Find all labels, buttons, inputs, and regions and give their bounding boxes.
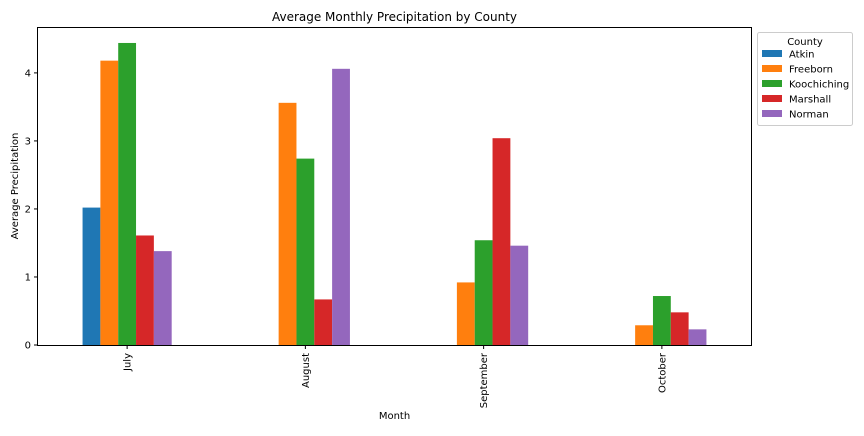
legend-label-marshall: Marshall [789, 95, 831, 106]
bar-norman-july [153, 251, 172, 345]
bars-layer [82, 42, 707, 346]
x-tick-label: September [479, 352, 490, 408]
bar-norman-august [332, 68, 350, 345]
legend-label-atkin: Atkin [789, 50, 815, 61]
y-tick-label: 3 [25, 136, 31, 147]
y-tick-label: 2 [25, 204, 31, 215]
plot-frame [37, 27, 752, 346]
y-tick-label: 0 [25, 341, 31, 352]
bar-freeborn-september [456, 282, 475, 345]
y-axis: 0 1 2 3 4 [25, 68, 38, 352]
x-axis: July August September October [123, 345, 668, 408]
legend-label-norman: Norman [789, 110, 829, 121]
y-tick-label: 1 [25, 272, 31, 283]
legend-swatch-norman [762, 110, 782, 117]
bar-marshall-september [492, 138, 511, 345]
legend-label-freeborn: Freeborn [789, 65, 833, 76]
bar-marshall-october [670, 312, 689, 345]
x-tick-label: July [123, 353, 134, 372]
bar-freeborn-july [100, 60, 119, 346]
bar-koochiching-october [652, 296, 671, 345]
legend: County Atkin Freeborn Koochiching Marshall N… [757, 32, 853, 126]
x-tick-label: October [657, 352, 668, 393]
legend-swatch-freeborn [762, 65, 782, 72]
legend-swatch-marshall [762, 95, 782, 102]
bar-marshall-august [314, 299, 333, 345]
legend-title: County [787, 37, 823, 48]
chart-title: Average Monthly Precipitation by County [272, 10, 517, 24]
bar-marshall-july [136, 235, 154, 345]
y-axis-title: Average Precipitation [10, 133, 21, 240]
legend-swatch-koochiching [762, 80, 782, 87]
bar-norman-september [510, 245, 529, 345]
y-tick-label: 4 [25, 68, 31, 79]
bar-koochiching-september [474, 240, 493, 345]
legend-label-koochiching: Koochiching [789, 80, 849, 91]
x-tick-label: August [301, 353, 312, 388]
bar-koochiching-august [296, 158, 315, 345]
bar-atkin-july [82, 207, 101, 345]
bar-norman-october [688, 329, 707, 345]
x-axis-title: Month [379, 411, 410, 422]
bar-koochiching-july [118, 42, 137, 345]
legend-swatch-atkin [762, 50, 782, 57]
bar-freeborn-october [635, 325, 653, 345]
bar-freeborn-august [278, 102, 297, 345]
